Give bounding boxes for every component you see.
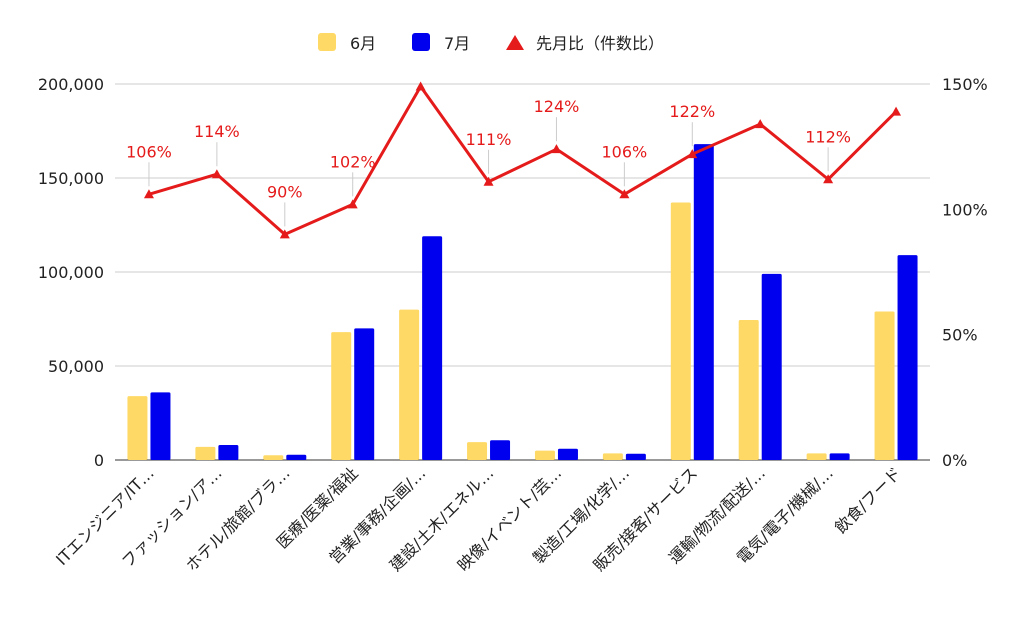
bar-june <box>399 309 420 460</box>
bar-july <box>218 444 239 460</box>
bar-july <box>286 454 307 460</box>
bar-june <box>127 396 148 460</box>
bar-june <box>331 332 352 460</box>
data-label: 111% <box>466 130 512 149</box>
ratio-point <box>279 229 290 239</box>
legend-item-ratio[interactable]: 先月比（件数比） <box>506 28 664 56</box>
ratio-point <box>211 169 222 179</box>
ratio-point <box>483 176 494 186</box>
bar-july <box>761 273 782 460</box>
y-left-tick-label: 100,000 <box>38 263 104 282</box>
bar-june <box>195 446 216 460</box>
legend-swatch-july <box>412 33 430 51</box>
ratio-line <box>148 85 898 236</box>
bar-july <box>625 453 646 460</box>
bar-july <box>150 392 171 460</box>
bar-june <box>602 453 623 460</box>
y-left-tick-label: 50,000 <box>48 357 104 376</box>
bar-june <box>874 311 895 460</box>
bar-june <box>670 202 691 460</box>
legend-label-ratio: 先月比（件数比） <box>536 34 665 53</box>
bar-july <box>897 255 918 460</box>
ratio-point <box>755 119 766 129</box>
bar-july <box>422 236 443 460</box>
ratio-point <box>619 189 630 199</box>
y-right-tick-label: 100% <box>942 200 988 219</box>
legend-item-june[interactable]: 6月 <box>318 28 376 56</box>
ratio-point <box>143 189 154 199</box>
ratio-point <box>823 174 834 184</box>
y-right-tick-label: 50% <box>942 326 978 345</box>
data-label: 124% <box>534 97 580 116</box>
ratio-point <box>415 81 426 91</box>
x-tick-label: 飲食/フード <box>831 463 905 537</box>
legend-item-july[interactable]: 7月 <box>412 28 470 56</box>
data-label: 112% <box>805 127 851 146</box>
data-label: 106% <box>602 142 648 161</box>
ratio-point <box>891 106 902 116</box>
bar-july <box>557 448 578 460</box>
data-label: 114% <box>194 122 240 141</box>
y-left-tick-label: 200,000 <box>38 75 104 94</box>
ratio-point <box>347 199 358 209</box>
triangle-icon <box>506 34 524 50</box>
ratio-point <box>551 144 562 154</box>
ratio-point <box>687 149 698 159</box>
bar-july <box>354 328 375 460</box>
y-right-tick-label: 0% <box>942 451 967 470</box>
data-label: 102% <box>330 152 376 171</box>
bar-june <box>467 442 488 460</box>
y-right-tick-label: 150% <box>942 75 988 94</box>
bar-july <box>829 453 850 460</box>
data-label: 122% <box>669 102 715 121</box>
bar-june <box>263 455 284 460</box>
legend-label-june: 6月 <box>350 34 377 53</box>
bar-june <box>738 319 759 460</box>
bar-july <box>490 440 511 460</box>
legend-swatch-june <box>318 33 336 51</box>
data-label: 90% <box>267 182 303 201</box>
bar-july <box>693 144 714 460</box>
bar-june <box>806 453 827 460</box>
y-left-tick-label: 0 <box>94 451 104 470</box>
y-left-tick-label: 150,000 <box>38 169 104 188</box>
bar-june <box>534 450 555 460</box>
legend-label-july: 7月 <box>444 34 471 53</box>
legend: 6月 7月 先月比（件数比） <box>0 28 1024 56</box>
data-label: 106% <box>126 142 172 161</box>
